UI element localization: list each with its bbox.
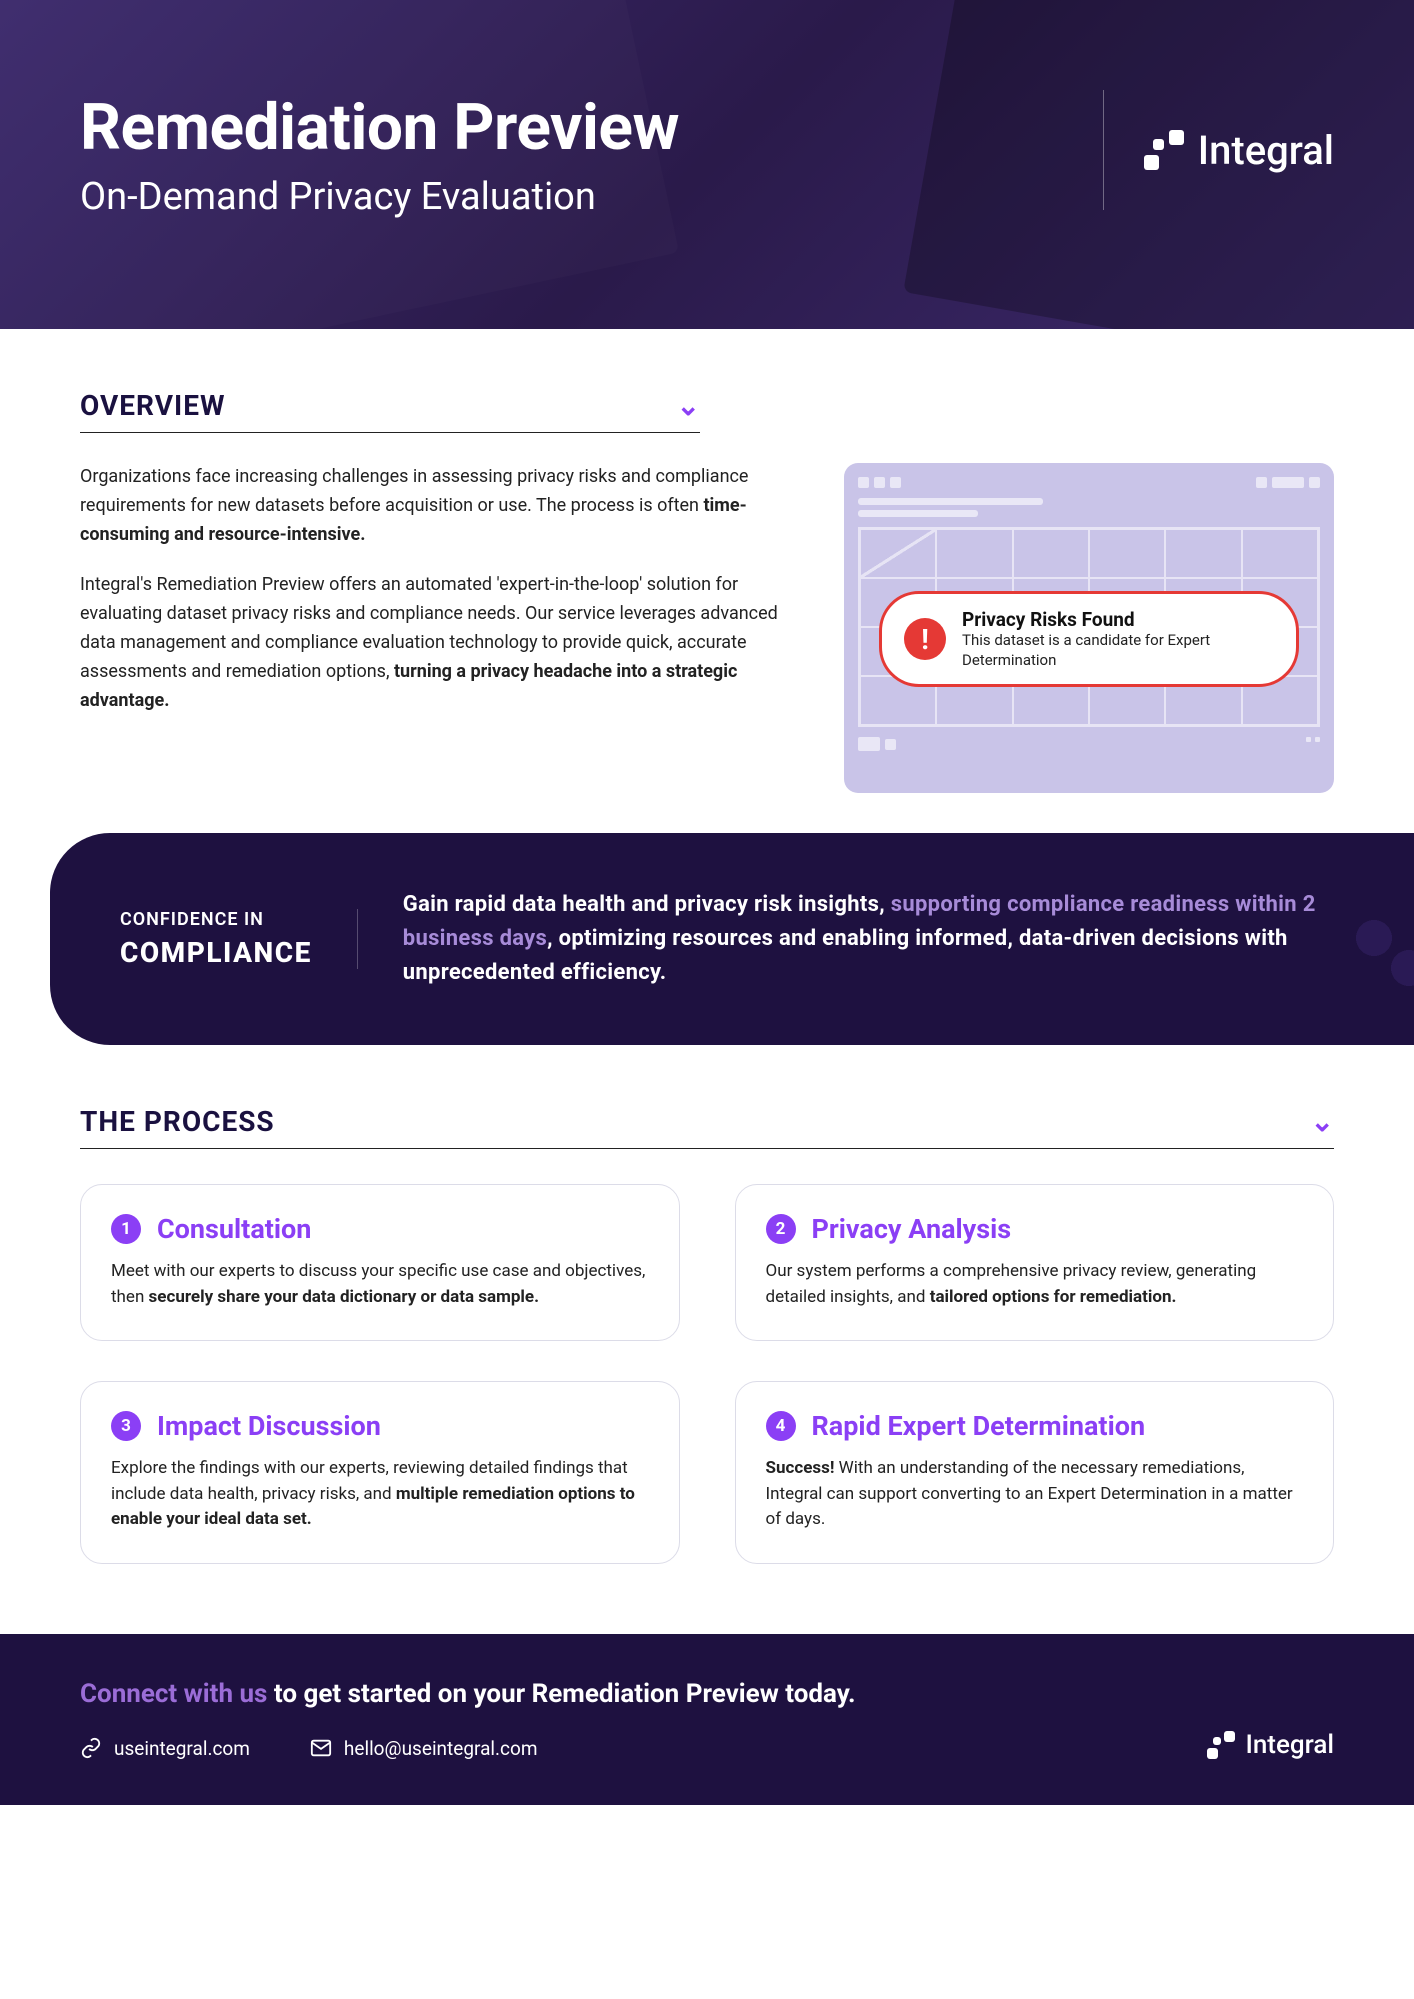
- footer-website[interactable]: useintegral.com: [80, 1737, 250, 1760]
- mail-icon: [310, 1737, 332, 1759]
- hero-brand-block: Integral: [1103, 90, 1334, 210]
- page-title: Remediation Preview: [80, 90, 679, 165]
- vertical-divider: [1103, 90, 1104, 210]
- process-heading: THE PROCESS: [80, 1105, 275, 1138]
- alert-title: Privacy Risks Found: [962, 608, 1274, 631]
- process-card-2: 2Privacy Analysis Our system performs a …: [735, 1184, 1335, 1341]
- folder-icon: [858, 737, 896, 751]
- integral-logo-icon: [1144, 130, 1184, 170]
- band-label-2: COMPLIANCE: [120, 936, 312, 969]
- overview-heading: OVERVIEW: [80, 389, 225, 422]
- process-card-4: 4 Rapid Expert Determination Success! Wit…: [735, 1381, 1335, 1564]
- hero-banner: Remediation Preview On-Demand Privacy Ev…: [0, 0, 1414, 329]
- brand-logo-block: Integral: [1144, 127, 1334, 174]
- band-t1: Gain rapid data health and privacy risk …: [403, 892, 891, 917]
- step-bold: securely share your data dictionary or d…: [149, 1287, 539, 1307]
- overview-body: Organizations face increasing challenges…: [80, 463, 784, 737]
- resize-handle-icon: [1306, 737, 1320, 751]
- alert-subtitle: This dataset is a candidate for Expert D…: [962, 631, 1274, 670]
- step-title: Impact Discussion: [157, 1410, 381, 1442]
- step-number: 3: [111, 1411, 141, 1441]
- band-label-1: CONFIDENCE IN: [120, 909, 312, 930]
- window-dots-icon: [858, 477, 901, 488]
- band-text: Gain rapid data health and privacy risk …: [403, 888, 1334, 990]
- privacy-illustration: ! Privacy Risks Found This dataset is a …: [844, 463, 1334, 793]
- step-bold: tailored options for remediation.: [930, 1287, 1177, 1307]
- footer-cta-rest: to get started on your Remediation Previ…: [267, 1679, 855, 1709]
- footer-brand: Integral: [1207, 1730, 1334, 1760]
- chevron-down-icon: ⌄: [1311, 1105, 1334, 1138]
- overview-section: OVERVIEW ⌄ Organizations face increasing…: [0, 329, 1414, 833]
- placeholder-bars: [858, 498, 1320, 517]
- hero-text: Remediation Preview On-Demand Privacy Ev…: [80, 90, 679, 219]
- chevron-down-icon: ⌄: [677, 389, 700, 422]
- process-card-1: 1Consultation Meet with our experts to d…: [80, 1184, 680, 1341]
- overview-p1a: Organizations face increasing challenges…: [80, 466, 748, 516]
- integral-logo-icon: [1207, 1731, 1235, 1759]
- process-card-3: 3Impact Discussion Explore the findings …: [80, 1381, 680, 1564]
- step-title: Consultation: [157, 1213, 311, 1245]
- step-title: Rapid Expert Determination: [812, 1410, 1146, 1442]
- step-prebold: Success!: [766, 1458, 835, 1478]
- alert-icon: !: [904, 618, 946, 660]
- step-number: 1: [111, 1214, 141, 1244]
- step-number: 2: [766, 1214, 796, 1244]
- step-number: 4: [766, 1411, 796, 1441]
- window-controls-icon: [1256, 477, 1320, 488]
- footer-email-text: hello@useintegral.com: [344, 1737, 538, 1760]
- footer-web-text: useintegral.com: [114, 1737, 250, 1760]
- link-icon: [80, 1737, 102, 1759]
- step-body: With an understanding of the necessary r…: [766, 1458, 1293, 1529]
- footer-cta-highlight: Connect with us: [80, 1679, 267, 1709]
- process-section: THE PROCESS ⌄ 1Consultation Meet with ou…: [0, 1045, 1414, 1634]
- process-cards: 1Consultation Meet with our experts to d…: [80, 1184, 1334, 1564]
- page-subtitle: On-Demand Privacy Evaluation: [80, 175, 679, 219]
- footer-email[interactable]: hello@useintegral.com: [310, 1737, 538, 1760]
- confidence-band: CONFIDENCE IN COMPLIANCE Gain rapid data…: [50, 833, 1414, 1045]
- footer-cta: Connect with us to get started on your R…: [80, 1679, 1334, 1709]
- brand-name: Integral: [1198, 127, 1334, 174]
- step-title: Privacy Analysis: [812, 1213, 1012, 1245]
- footer-brand-name: Integral: [1245, 1730, 1334, 1760]
- alert-pill: ! Privacy Risks Found This dataset is a …: [879, 591, 1299, 687]
- footer: Connect with us to get started on your R…: [0, 1634, 1414, 1805]
